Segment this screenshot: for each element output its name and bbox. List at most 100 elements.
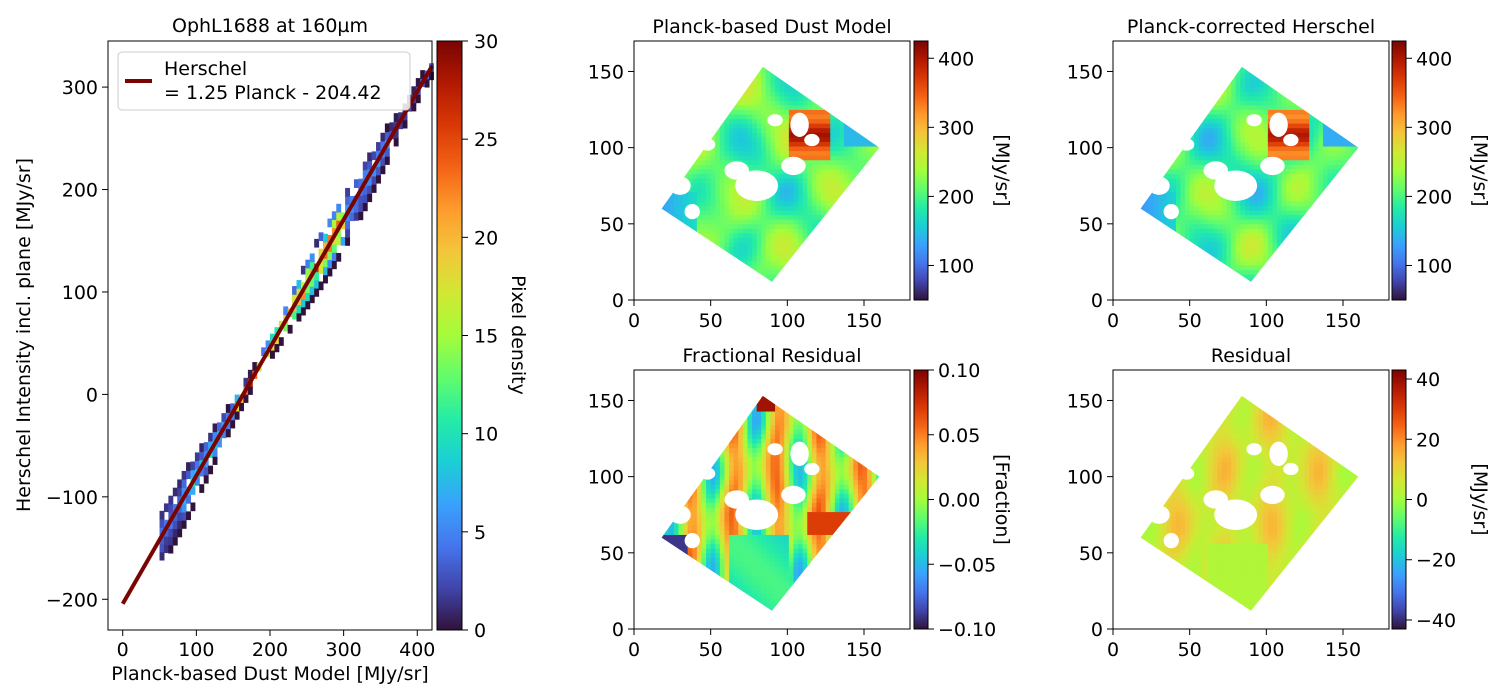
density-cell bbox=[376, 174, 381, 184]
map-image bbox=[661, 66, 880, 282]
y-tick-label: −100 bbox=[46, 487, 98, 509]
masked-region bbox=[735, 170, 779, 201]
colorbar-tick-label: 100 bbox=[938, 255, 974, 277]
density-cell bbox=[384, 156, 390, 165]
density-cell bbox=[190, 502, 196, 512]
density-y-ticks: −200 −100 0 100 200 300 bbox=[46, 77, 108, 611]
density-cell bbox=[398, 120, 404, 130]
density-cell bbox=[177, 495, 183, 505]
density-cell bbox=[331, 260, 337, 270]
masked-region bbox=[1246, 114, 1262, 127]
density-cell bbox=[393, 113, 399, 122]
density-cell bbox=[190, 461, 196, 471]
colorbar-tick-label: 10 bbox=[474, 424, 498, 446]
map-image bbox=[661, 395, 880, 611]
masked-region bbox=[804, 133, 820, 147]
y-tick-label: 0 bbox=[612, 619, 624, 641]
y-tick-label: 100 bbox=[1067, 138, 1103, 160]
legend-box bbox=[117, 51, 411, 111]
density-cell bbox=[367, 185, 373, 194]
x-tick-label: 100 bbox=[178, 639, 214, 661]
density-cell bbox=[168, 495, 174, 505]
density-cell bbox=[362, 202, 368, 212]
map-planck-corrected-herschel: Planck-corrected Herschel 0 50 100 150 0 50 100… bbox=[1067, 16, 1491, 332]
density-cell bbox=[336, 203, 342, 213]
density-cell bbox=[234, 410, 240, 420]
density-cell bbox=[278, 337, 284, 346]
density-cell bbox=[243, 377, 249, 387]
density-cell bbox=[327, 234, 333, 244]
x-tick-label: 150 bbox=[1325, 310, 1361, 332]
density-cell bbox=[345, 212, 351, 222]
density-cell bbox=[199, 467, 205, 477]
x-tick-label: 50 bbox=[1178, 310, 1202, 332]
map-colorbar bbox=[1391, 40, 1407, 301]
density-cell bbox=[292, 286, 298, 295]
density-cell bbox=[318, 281, 324, 291]
map-axes-frame bbox=[633, 369, 911, 630]
density-cell bbox=[376, 150, 381, 159]
density-y-label: Herschel Intensity incl. plane [MJy/sr] bbox=[13, 158, 35, 512]
density-cell bbox=[168, 536, 174, 546]
density-cell bbox=[353, 179, 359, 188]
density-cell bbox=[163, 527, 169, 537]
masked-region bbox=[1163, 204, 1179, 220]
density-cell bbox=[345, 220, 351, 230]
density-cell bbox=[411, 102, 417, 112]
colorbar-tick-label: 5 bbox=[474, 522, 486, 544]
density-cell bbox=[331, 219, 337, 229]
density-colorbar-label: Pixel density bbox=[507, 275, 529, 395]
masked-region bbox=[790, 112, 809, 137]
density-cell bbox=[415, 78, 421, 87]
y-tick-label: 0 bbox=[1091, 619, 1103, 641]
density-cell bbox=[424, 78, 430, 88]
density-cell bbox=[327, 218, 333, 228]
colorbar-tick-label: 20 bbox=[474, 227, 498, 249]
density-cell bbox=[163, 536, 169, 545]
density-cell bbox=[345, 196, 351, 205]
x-tick-label: 50 bbox=[699, 310, 723, 332]
density-cell bbox=[300, 265, 306, 275]
map-image bbox=[1140, 66, 1359, 282]
masked-region bbox=[1283, 133, 1299, 147]
density-cell bbox=[323, 258, 328, 268]
y-tick-label: 100 bbox=[1067, 467, 1103, 489]
density-cell bbox=[194, 460, 200, 470]
y-tick-label: 200 bbox=[62, 180, 98, 202]
density-cell bbox=[402, 119, 408, 129]
density-cell bbox=[415, 94, 421, 104]
masked-region bbox=[1269, 441, 1288, 466]
density-cell bbox=[181, 470, 187, 480]
density-cell bbox=[203, 458, 209, 468]
density-cell bbox=[300, 306, 306, 316]
density-cell bbox=[221, 429, 227, 439]
density-cell bbox=[177, 512, 183, 521]
density-cell bbox=[371, 184, 377, 193]
density-cell bbox=[270, 350, 275, 359]
colorbar-tick-label: 300 bbox=[1416, 117, 1452, 139]
density-cell bbox=[190, 486, 196, 495]
legend-line1: Herschel bbox=[164, 58, 247, 80]
map-colorbar-label: [MJy/sr] bbox=[1469, 463, 1491, 535]
density-cell bbox=[247, 369, 253, 379]
density-cell bbox=[371, 151, 377, 161]
colorbar-tick-label: 100 bbox=[1416, 255, 1452, 277]
masked-region bbox=[735, 499, 779, 530]
density-cell bbox=[221, 413, 227, 422]
masked-region bbox=[1178, 467, 1195, 480]
y-tick-label: 50 bbox=[600, 543, 624, 565]
density-cell bbox=[208, 432, 214, 442]
density-cell bbox=[380, 132, 386, 142]
density-cell bbox=[336, 236, 342, 246]
density-cell bbox=[287, 324, 293, 334]
density-cell bbox=[331, 244, 337, 253]
density-cell bbox=[367, 160, 373, 170]
density-cell bbox=[212, 448, 218, 457]
y-tick-label: 50 bbox=[1079, 543, 1103, 565]
x-tick-label: 150 bbox=[846, 639, 882, 661]
density-cell bbox=[331, 211, 337, 221]
density-colorbar-ticks: 0 5 10 15 20 25 30 bbox=[462, 31, 498, 642]
density-cell bbox=[163, 544, 169, 554]
density-cell bbox=[309, 261, 315, 271]
density-cell bbox=[186, 470, 191, 480]
